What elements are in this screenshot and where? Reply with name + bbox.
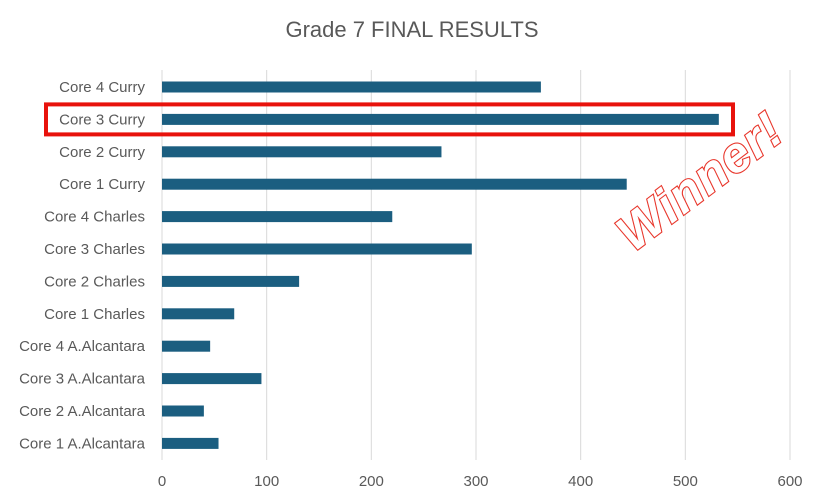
category-label: Core 2 Charles (44, 273, 145, 290)
x-tick-label: 0 (158, 473, 166, 490)
x-tick-label: 600 (777, 473, 802, 490)
chart-title: Grade 7 FINAL RESULTS (285, 17, 538, 42)
category-labels: Core 4 Curry Core 3 Curry Core 2 Curry Core… (19, 79, 146, 452)
category-label: Core 2 Curry (59, 144, 145, 161)
winner-annotation: Winner! (606, 101, 794, 262)
winner-highlight-box (44, 102, 735, 137)
bars (162, 81, 719, 449)
bar (162, 178, 627, 190)
x-tick-label: 200 (359, 473, 384, 490)
bar (162, 340, 211, 352)
bar (162, 308, 235, 320)
bar (162, 146, 442, 158)
x-tick-label: 500 (673, 473, 698, 490)
bar (162, 373, 262, 385)
category-label: Core 2 A.Alcantara (19, 403, 146, 420)
bar (162, 113, 719, 125)
bar (162, 243, 472, 255)
category-label: Core 1 Curry (59, 176, 145, 193)
category-label: Core 3 Charles (44, 241, 145, 258)
gridlines (161, 70, 791, 460)
bar (162, 81, 541, 93)
x-tick-label: 100 (254, 473, 279, 490)
category-label: Core 4 A.Alcantara (19, 338, 146, 355)
x-axis-ticks: 0 100 200 300 400 500 600 (158, 473, 803, 490)
x-tick-label: 400 (568, 473, 593, 490)
category-label: Core 4 Curry (59, 79, 145, 96)
x-tick-label: 300 (463, 473, 488, 490)
bar (162, 211, 393, 223)
category-label: Core 3 Curry (59, 111, 145, 128)
bar (162, 275, 300, 287)
category-label: Core 4 Charles (44, 209, 145, 226)
category-label: Core 1 Charles (44, 306, 145, 323)
category-label: Core 3 A.Alcantara (19, 371, 146, 388)
category-label: Core 1 A.Alcantara (19, 435, 146, 452)
bar (162, 437, 219, 449)
bar (162, 405, 204, 417)
